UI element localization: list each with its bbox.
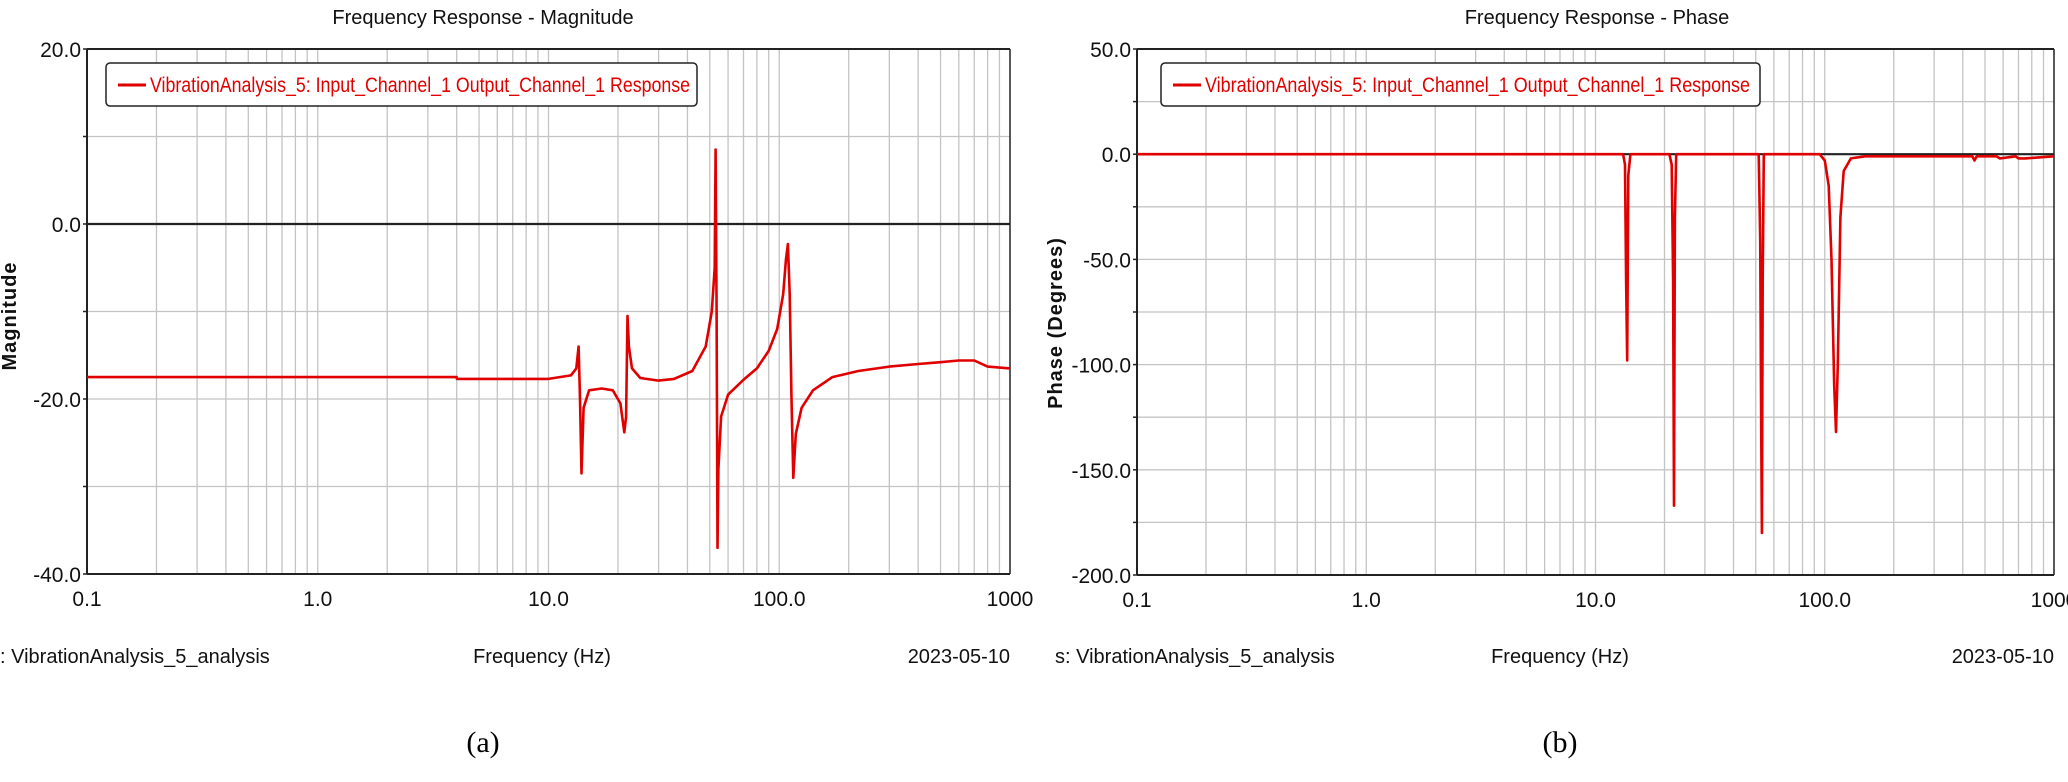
legend: VibrationAnalysis_5: Input_Channel_1 Out… xyxy=(105,62,698,107)
y-axis-label: Phase (Degrees) xyxy=(1045,237,1067,409)
source-label: : VibrationAnalysis_5_analysis xyxy=(0,646,270,668)
legend-label: VibrationAnalysis_5: Input_Channel_1 Out… xyxy=(150,74,690,97)
x-tick-label: 10.0 xyxy=(1575,589,1616,612)
x-tick-label: 0.1 xyxy=(1122,589,1151,612)
x-tick-label: 100.0 xyxy=(1798,589,1851,612)
y-tick-label: 50.0 xyxy=(1090,39,1131,62)
tick-labels: 50.0 0.0 -50.0 -100.0 -150.0 -200.00.1 1.0 10.0… xyxy=(1071,39,2068,612)
chart-title: Frequency Response - Phase xyxy=(1465,7,1730,29)
x-tick-label: 1000 xyxy=(987,588,1034,611)
magnitude-chart: 20.0 0.0 -20.0 -40.00.1 1.0 10.0 100.0 1000 Fre… xyxy=(0,7,1033,759)
chart-title: Frequency Response - Magnitude xyxy=(332,7,633,29)
x-tick-label: 0.1 xyxy=(72,588,101,611)
legend-label: VibrationAnalysis_5: Input_Channel_1 Out… xyxy=(1205,74,1750,97)
legend: VibrationAnalysis_5: Input_Channel_1 Out… xyxy=(1160,62,1761,107)
y-tick-label: 0.0 xyxy=(1102,144,1131,167)
y-axis-label: Magnitude xyxy=(0,262,21,371)
x-tick-label: 1.0 xyxy=(1352,589,1381,612)
y-tick-label: -40.0 xyxy=(33,564,81,587)
tick-labels: 20.0 0.0 -20.0 -40.00.1 1.0 10.0 100.0 1000 xyxy=(33,39,1033,611)
legend-box xyxy=(105,62,698,107)
legend-box xyxy=(1160,62,1761,107)
grid xyxy=(83,48,1011,575)
y-tick-label: -100.0 xyxy=(1071,355,1131,378)
x-tick-label: 1.0 xyxy=(303,588,332,611)
y-tick-label: -150.0 xyxy=(1071,460,1131,483)
caption: (b) xyxy=(1543,726,1578,759)
x-tick-label: 10.0 xyxy=(528,588,569,611)
series-line xyxy=(1137,152,2055,535)
date-label: 2023-05-10 xyxy=(908,646,1010,668)
y-tick-label: -200.0 xyxy=(1071,565,1131,588)
series-layer xyxy=(87,148,1011,550)
grid xyxy=(1133,48,2055,576)
date-label: 2023-05-10 xyxy=(1952,646,2054,668)
x-axis-label: Frequency (Hz) xyxy=(1491,646,1629,668)
y-tick-label: -50.0 xyxy=(1083,249,1131,272)
x-tick-label: 100.0 xyxy=(753,588,806,611)
x-axis-label: Frequency (Hz) xyxy=(473,646,611,668)
series-line xyxy=(87,148,1011,550)
y-tick-label: -20.0 xyxy=(33,389,81,412)
phase-chart: 50.0 0.0 -50.0 -100.0 -150.0 -200.00.1 1.0 10.0… xyxy=(1045,7,2068,759)
source-label: s: VibrationAnalysis_5_analysis xyxy=(1055,646,1335,668)
x-tick-label: 1000 xyxy=(2031,589,2068,612)
y-tick-label: 20.0 xyxy=(40,39,81,62)
series-layer xyxy=(1137,152,2055,535)
caption: (a) xyxy=(466,726,499,759)
y-tick-label: 0.0 xyxy=(52,214,81,237)
